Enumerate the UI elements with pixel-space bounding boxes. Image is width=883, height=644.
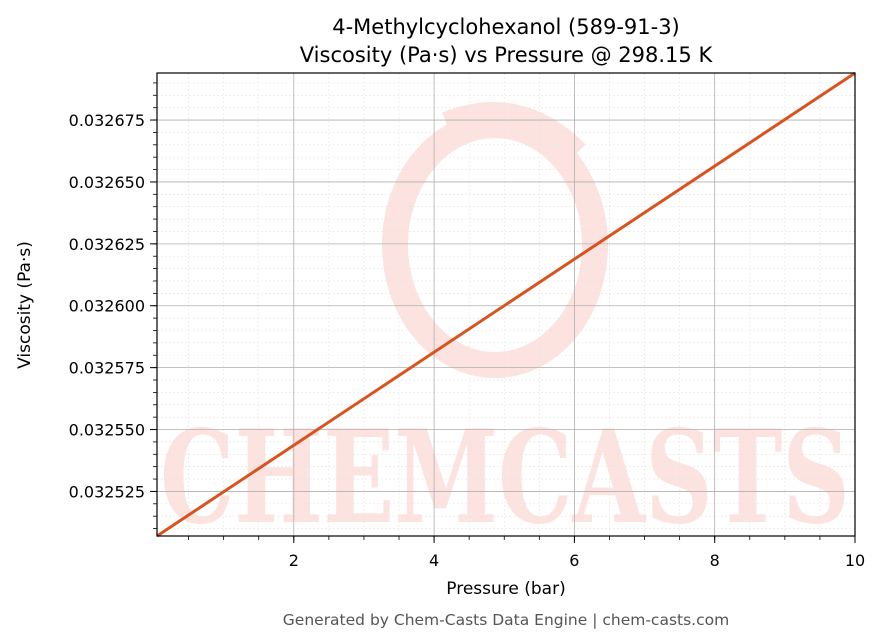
x-axis: 2 4 6 8 10 xyxy=(188,536,865,570)
x-tick-label: 8 xyxy=(710,551,720,570)
x-tick-label: 4 xyxy=(429,551,439,570)
y-tick-label: 0.032550 xyxy=(69,421,145,440)
y-tick-label: 0.032650 xyxy=(69,173,145,192)
y-tick-label: 0.032575 xyxy=(69,359,145,378)
watermark-text: CHEMCASTS xyxy=(160,403,850,553)
x-tick-label: 10 xyxy=(845,551,865,570)
chart-subtitle: Viscosity (Pa·s) vs Pressure @ 298.15 K xyxy=(300,43,714,67)
y-tick-label: 0.032675 xyxy=(69,111,145,130)
series-group xyxy=(156,71,856,538)
y-axis: 0.032525 0.032550 0.032575 0.032600 0.032625… xyxy=(69,82,157,529)
x-axis-label: Pressure (bar) xyxy=(446,579,565,599)
chart-title: 4-Methylcyclohexanol (589-91-3) xyxy=(332,15,680,39)
y-tick-label: 0.032525 xyxy=(69,482,145,501)
y-axis-label: Viscosity (Pa·s) xyxy=(15,241,35,369)
grid-major xyxy=(157,73,856,536)
watermark: CHEMCASTS xyxy=(160,102,850,553)
x-tick-label: 2 xyxy=(289,551,299,570)
x-tick-label: 6 xyxy=(569,551,579,570)
plot-frame xyxy=(156,72,856,537)
y-tick-label: 0.032625 xyxy=(69,235,145,254)
y-tick-label: 0.032600 xyxy=(69,297,145,316)
series-line xyxy=(156,71,856,538)
footer-text: Generated by Chem-Casts Data Engine | ch… xyxy=(283,611,729,629)
